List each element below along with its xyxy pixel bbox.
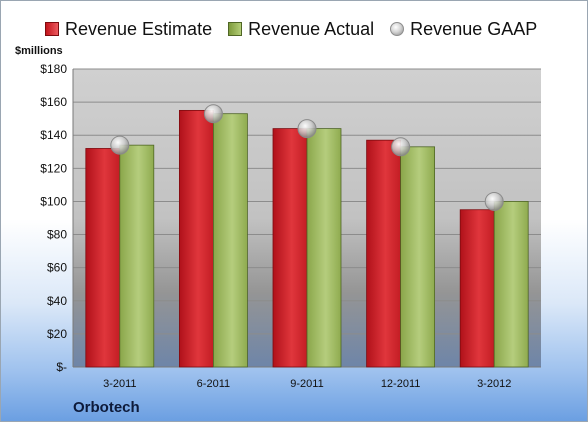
- legend-item-estimate: Revenue Estimate: [45, 19, 212, 40]
- y-tick-label: $60: [47, 261, 67, 275]
- marker-revenue-gaap: [391, 137, 411, 157]
- bar-revenue-actual: [306, 128, 342, 368]
- x-tick-label: 3-2011: [103, 378, 136, 390]
- legend: Revenue Estimate Revenue Actual Revenue …: [45, 17, 553, 41]
- x-tick-label: 12-2011: [381, 378, 421, 390]
- legend-label-gaap: Revenue GAAP: [410, 18, 538, 39]
- y-tick-label: $140: [40, 128, 67, 142]
- bar-revenue-estimate: [272, 128, 308, 368]
- marker-revenue-gaap: [110, 135, 130, 155]
- legend-swatch-gaap: [390, 22, 405, 36]
- x-tick-label: 9-2011: [290, 378, 323, 390]
- bar-revenue-actual: [119, 144, 155, 368]
- y-tick-label: $100: [40, 194, 67, 208]
- bar-revenue-estimate: [459, 209, 495, 368]
- legend-swatch-estimate: [45, 22, 59, 36]
- legend-swatch-actual: [228, 22, 243, 36]
- y-tick-label: $-: [56, 360, 67, 374]
- legend-item-actual: Revenue Actual: [228, 19, 374, 40]
- marker-revenue-gaap: [203, 104, 223, 124]
- x-tick-label: 6-2011: [197, 378, 230, 390]
- bar-revenue-estimate: [366, 139, 402, 368]
- legend-item-gaap: Revenue GAAP: [390, 19, 537, 40]
- y-tick-label: $160: [40, 95, 67, 109]
- bar-revenue-actual: [493, 201, 529, 368]
- y-tick-label: $80: [47, 228, 67, 242]
- company-name: Orbotech: [73, 399, 140, 416]
- y-axis-unit-label: $millions: [15, 45, 63, 57]
- y-tick-label: $40: [47, 294, 67, 308]
- x-tick-label: 3-2012: [477, 378, 511, 390]
- legend-label-estimate: Revenue Estimate: [65, 18, 213, 39]
- y-tick-label: $120: [40, 161, 67, 175]
- marker-revenue-gaap: [297, 119, 317, 139]
- bar-revenue-actual: [212, 113, 248, 368]
- bar-revenue-estimate: [85, 148, 121, 368]
- y-tick-label: $180: [40, 62, 67, 76]
- bar-revenue-estimate: [178, 109, 214, 368]
- marker-revenue-gaap: [484, 191, 504, 211]
- legend-label-actual: Revenue Actual: [248, 18, 375, 39]
- y-tick-label: $20: [47, 327, 67, 341]
- bar-revenue-actual: [400, 146, 436, 368]
